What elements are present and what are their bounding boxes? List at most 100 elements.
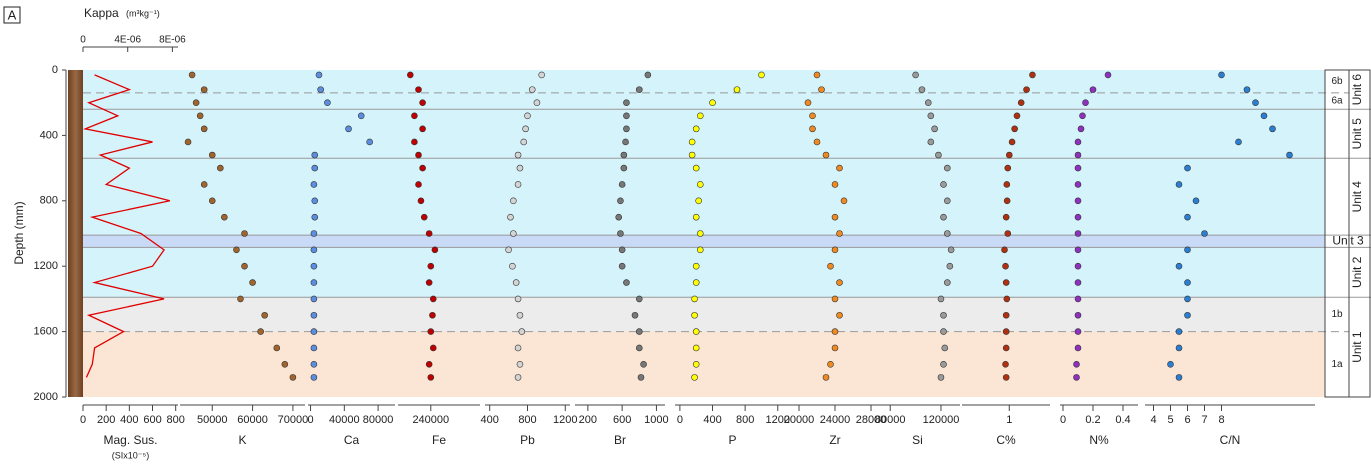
data-point: [524, 112, 531, 120]
data-point: [310, 295, 318, 303]
data-point: [1184, 213, 1191, 221]
data-point: [345, 125, 352, 133]
x-tick-label: 1000: [644, 414, 668, 426]
data-point: [840, 197, 848, 205]
x-tick-label: 8: [1218, 414, 1224, 426]
data-point: [836, 230, 843, 237]
data-point: [281, 360, 289, 368]
data-point: [317, 86, 324, 93]
x-tick-label: 4: [1150, 414, 1156, 426]
data-point: [1074, 138, 1082, 146]
data-point: [427, 262, 435, 270]
data-point: [310, 230, 318, 237]
data-point: [692, 262, 700, 270]
data-point: [691, 374, 698, 381]
data-point: [509, 262, 516, 270]
data-point: [1017, 99, 1025, 106]
data-point: [310, 374, 318, 381]
data-point: [623, 112, 630, 120]
data-point: [692, 328, 700, 335]
data-point: [692, 344, 700, 352]
x-tick-label: 1: [1006, 414, 1012, 426]
data-point: [514, 344, 522, 352]
data-point: [431, 246, 439, 254]
data-point: [1175, 344, 1183, 352]
data-point: [516, 360, 524, 368]
x-tick-label: 600: [613, 414, 631, 426]
data-point: [310, 279, 318, 286]
data-point: [836, 279, 843, 286]
x-tick-label: 70000: [278, 414, 309, 426]
data-point: [615, 213, 623, 221]
data-point: [507, 213, 514, 221]
data-point: [366, 138, 373, 146]
data-point: [1002, 213, 1010, 221]
data-point: [635, 295, 643, 303]
data-point: [1079, 112, 1086, 120]
data-point: [427, 328, 435, 335]
data-point: [518, 328, 526, 335]
data-point: [1167, 360, 1174, 368]
data-point: [520, 138, 528, 146]
data-point: [1175, 262, 1183, 270]
data-point: [940, 360, 947, 368]
data-point: [425, 279, 433, 286]
data-point: [924, 99, 932, 106]
x-tick-label: 800: [518, 414, 536, 426]
top-tick-label: 4E-06: [114, 35, 141, 46]
data-point: [813, 71, 821, 79]
data-point: [1003, 181, 1011, 188]
data-point: [1004, 230, 1012, 237]
x-tick-label: 1200: [553, 414, 577, 426]
data-point: [533, 99, 541, 106]
data-point: [696, 181, 704, 188]
top-axis-title: Kappa: [84, 6, 119, 20]
data-point: [623, 125, 630, 133]
panel-name: Si: [912, 433, 923, 447]
subunit-label: 6b: [1331, 76, 1343, 87]
data-point: [1104, 71, 1112, 79]
data-point: [1029, 71, 1036, 79]
subunit-zone: [83, 297, 1325, 332]
y-tick-label: 400: [40, 129, 58, 141]
data-point: [516, 311, 524, 319]
data-point: [818, 86, 825, 93]
data-point: [940, 311, 947, 319]
data-point: [1074, 295, 1082, 303]
data-point: [691, 295, 698, 303]
data-point: [419, 125, 426, 133]
data-point: [1004, 164, 1012, 172]
data-point: [944, 230, 951, 237]
data-point: [935, 151, 942, 159]
data-point: [1175, 328, 1183, 335]
data-point: [696, 246, 704, 254]
x-tick-label: 800: [167, 414, 185, 426]
data-point: [1008, 138, 1016, 146]
core-image: [68, 70, 83, 397]
data-point: [237, 295, 244, 303]
data-point: [208, 151, 216, 159]
data-point: [918, 86, 926, 93]
data-point: [696, 230, 704, 237]
data-point: [692, 279, 700, 286]
data-point: [931, 125, 938, 133]
data-point: [1192, 197, 1200, 205]
data-point: [831, 295, 839, 303]
data-point: [514, 374, 522, 381]
x-tick-label: 200: [97, 414, 115, 426]
x-tick-label: 50000: [197, 414, 228, 426]
data-point: [1077, 125, 1085, 133]
data-point: [310, 262, 318, 270]
data-point: [184, 138, 192, 146]
panel-name: Fe: [432, 433, 446, 447]
data-point: [289, 374, 297, 381]
zone: [83, 109, 1325, 159]
data-point: [623, 99, 630, 106]
data-point: [944, 279, 951, 286]
data-point: [940, 213, 947, 221]
panel-name: K: [238, 433, 246, 447]
data-point: [637, 374, 645, 381]
data-point: [1175, 374, 1183, 381]
data-point: [522, 125, 529, 133]
data-point: [947, 246, 955, 254]
